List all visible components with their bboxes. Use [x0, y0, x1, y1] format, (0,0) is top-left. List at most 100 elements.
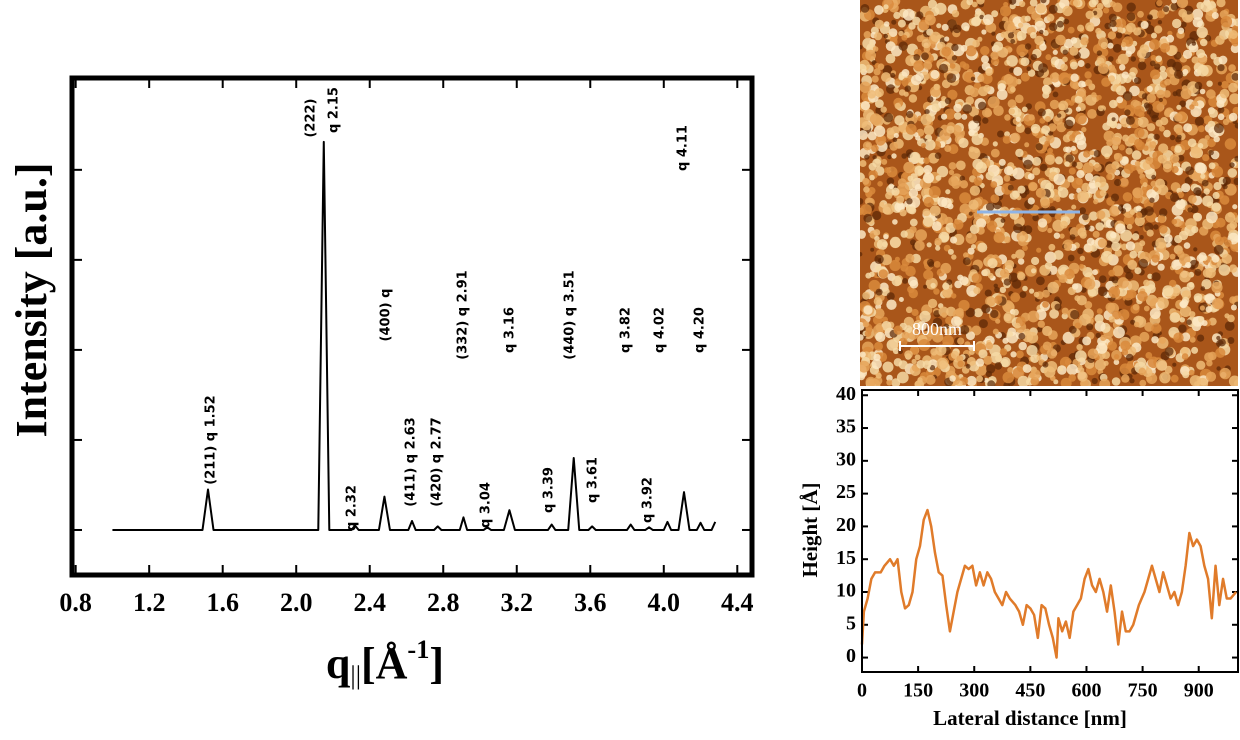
y-tick-label: 15 [836, 547, 856, 569]
afm-grain [948, 162, 957, 170]
afm-grain [996, 89, 1008, 100]
afm-grain [990, 352, 1002, 364]
afm-grain [967, 247, 975, 255]
afm-grain [1193, 247, 1198, 252]
afm-grain [923, 269, 934, 280]
afm-grain [1040, 179, 1052, 191]
afm-grain [1010, 132, 1021, 143]
afm-grain [1153, 224, 1159, 230]
afm-grain [1074, 95, 1083, 104]
afm-grain [871, 144, 879, 153]
afm-grain [1111, 117, 1116, 122]
afm-grain [1173, 332, 1184, 343]
afm-grain [1105, 163, 1117, 175]
afm-grain [1119, 64, 1126, 71]
afm-grain [1095, 332, 1101, 339]
afm-grain [1088, 211, 1099, 221]
afm-grain [867, 90, 876, 99]
afm-grain [979, 14, 984, 20]
x-tick-label: 150 [903, 680, 933, 702]
afm-grain [1117, 277, 1129, 289]
afm-grain [987, 96, 1000, 109]
afm-grain [1041, 125, 1050, 135]
afm-grain [1075, 112, 1087, 125]
afm-grain [1087, 348, 1099, 360]
plot-frame [861, 389, 1239, 673]
afm-grain [1099, 189, 1107, 197]
afm-grain [1111, 193, 1119, 202]
afm-grain [1036, 355, 1042, 361]
afm-grain [962, 104, 973, 114]
afm-grain [1076, 344, 1083, 351]
afm-grain [865, 376, 877, 386]
afm-grain [1127, 280, 1140, 292]
afm-grain [892, 347, 900, 355]
afm-grain [966, 331, 975, 341]
afm-grain [934, 152, 942, 159]
afm-grain [1082, 162, 1094, 174]
afm-grain [977, 36, 983, 42]
afm-grain [872, 210, 882, 221]
afm-grain [1000, 218, 1006, 224]
afm-grain [1009, 67, 1015, 73]
afm-grain [1059, 233, 1065, 239]
afm-grain [992, 328, 999, 335]
afm-grain [947, 89, 958, 100]
afm-grain [942, 287, 953, 298]
afm-grain [1029, 288, 1035, 294]
afm-grain [1065, 154, 1074, 163]
afm-grain [948, 144, 959, 155]
afm-grain [860, 45, 863, 50]
afm-grain [1171, 259, 1182, 271]
afm-grain [1061, 312, 1069, 320]
afm-grain [901, 69, 910, 77]
afm-grain [875, 331, 886, 343]
afm-grain [1108, 75, 1115, 82]
afm-grain [1115, 32, 1123, 39]
afm-grain [1006, 55, 1018, 67]
afm-grain [1004, 259, 1015, 270]
afm-grain [1120, 208, 1127, 214]
afm-grain [1188, 282, 1195, 288]
afm-grain [961, 113, 968, 120]
afm-grain [911, 74, 922, 86]
afm-grain [972, 115, 982, 124]
afm-grain [894, 78, 902, 86]
afm-grain [1078, 47, 1090, 59]
afm-grain [1128, 136, 1136, 144]
afm-grain [1081, 126, 1087, 133]
afm-grain [921, 52, 929, 61]
afm-grain [995, 318, 1001, 324]
afm-grain [1125, 241, 1136, 251]
afm-image [860, 0, 1238, 386]
afm-grain [1006, 331, 1013, 338]
afm-grain [894, 102, 901, 110]
afm-grain [1144, 222, 1154, 232]
afm-grain [1155, 359, 1168, 371]
afm-grain [1056, 20, 1064, 28]
afm-grain [1189, 336, 1196, 343]
x-tick-label: 4.4 [721, 588, 754, 617]
afm-grain [1044, 251, 1057, 264]
afm-grain [1037, 320, 1046, 328]
afm-grain [1105, 240, 1113, 248]
afm-grain [987, 258, 998, 269]
afm-grain [1122, 91, 1133, 101]
x-tick-label: 1.2 [133, 588, 166, 617]
x-tick-label: 4.0 [648, 588, 681, 617]
afm-grain [860, 130, 869, 141]
afm-grain [934, 2, 947, 15]
afm-grain [1096, 342, 1108, 354]
afm-grain [992, 141, 998, 147]
afm-grain [944, 36, 950, 42]
afm-grain [985, 68, 993, 76]
afm-grain [1135, 212, 1143, 219]
afm-grain [1194, 116, 1205, 127]
afm-grain [1174, 69, 1184, 79]
afm-grain [1166, 34, 1175, 43]
afm-grain [966, 356, 976, 366]
afm-grain [903, 161, 915, 174]
afm-grain [1091, 92, 1097, 98]
afm-grain [1117, 286, 1128, 297]
peak-annotation: (411) q 2.63 [404, 417, 419, 506]
